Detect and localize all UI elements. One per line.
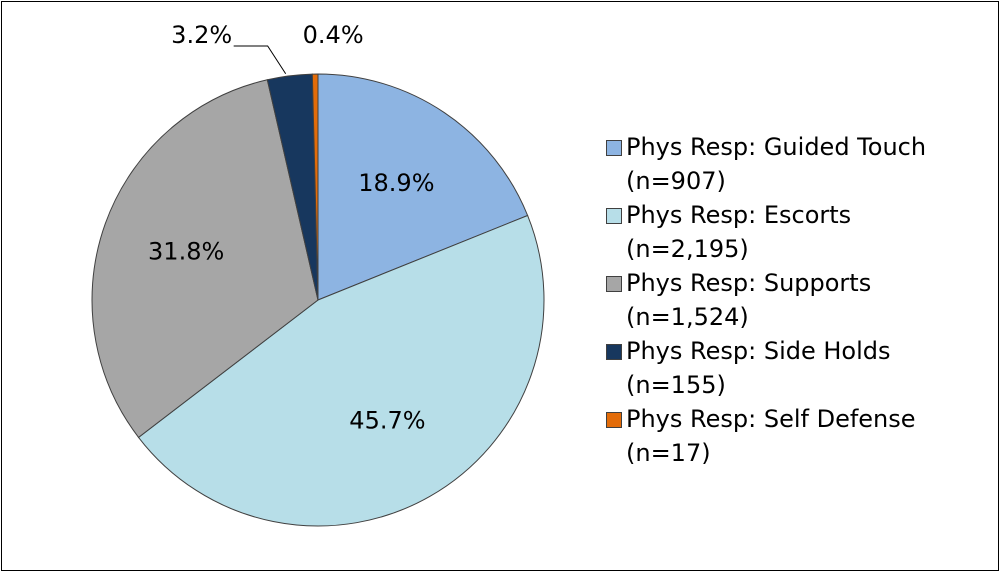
pie-slice: [91, 79, 319, 439]
pie-slice: [137, 214, 545, 527]
legend-item: Phys Resp: Side Holds (n=155): [606, 334, 986, 402]
legend-label: Phys Resp: Self Defense (n=17): [626, 405, 916, 467]
data-label: 31.8%: [148, 238, 224, 266]
legend-label: Phys Resp: Escorts (n=2,195): [626, 201, 852, 263]
legend-swatch: [606, 140, 622, 156]
legend: Phys Resp: Guided Touch (n=907) Phys Resp…: [606, 130, 986, 470]
legend-label: Phys Resp: Side Holds (n=155): [626, 337, 891, 399]
legend-item: Phys Resp: Guided Touch (n=907): [606, 130, 986, 198]
legend-item: Phys Resp: Escorts (n=2,195): [606, 198, 986, 266]
legend-swatch: [606, 208, 622, 224]
legend-item: Phys Resp: Supports (n=1,524): [606, 266, 986, 334]
pie-slice: [311, 73, 319, 301]
data-label: 0.4%: [303, 21, 364, 49]
data-label: 45.7%: [349, 407, 425, 435]
pie-slice: [317, 73, 529, 301]
data-label: 3.2%: [171, 21, 232, 49]
legend-label: Phys Resp: Guided Touch (n=907): [626, 133, 927, 195]
legend-swatch: [606, 412, 622, 428]
legend-swatch: [606, 344, 622, 360]
legend-item: Phys Resp: Self Defense (n=17): [606, 402, 986, 470]
data-label: 18.9%: [358, 169, 434, 197]
legend-swatch: [606, 276, 622, 292]
leader-line: [233, 45, 287, 75]
legend-label: Phys Resp: Supports (n=1,524): [626, 269, 872, 331]
